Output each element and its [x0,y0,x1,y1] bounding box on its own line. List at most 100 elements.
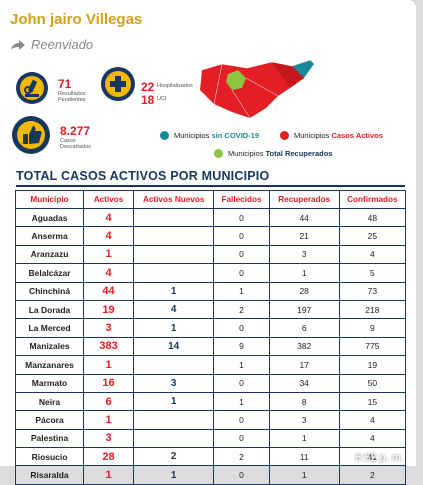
recuperados-cell: 197 [268,299,340,320]
confirmados-cell: 4 [338,244,407,265]
table-header-row: Municipio Activos Activos Nuevos Falleci… [14,190,407,209]
confirmados-cell: 4 [338,428,407,449]
confirmados-cell: 73 [338,281,407,301]
confirmados-cell: 41 [338,447,407,467]
activos-cell: 1 [83,355,134,375]
municipio-cell: La Merced [14,318,85,338]
nuevos-cell [132,263,215,283]
legend-dot-red [280,131,289,140]
municipio-cell: Marmato [14,373,85,393]
nuevos-cell: 14 [132,336,215,357]
hospitalized-value: 22 [141,80,155,94]
municipio-cell: Aguadas [14,207,85,228]
nuevos-cell [132,355,215,375]
recuperados-cell: 1 [268,263,340,283]
municipio-cell: Belalcázar [14,263,85,283]
table-row: Pácora 1 0 3 4 [14,410,407,430]
confirmados-cell: 2 [338,465,407,485]
table-row: Neira 6 1 1 8 15 [14,391,407,412]
table-row: Riosucio 28 2 2 11 41 [14,447,407,467]
fallecidos-cell: 1 [213,281,270,301]
municipio-cell: Riosucio [14,447,85,467]
activos-cell: 3 [83,428,134,449]
table-row: Anserma 4 0 21 25 [14,226,407,246]
discarded-label: Casos Descartados [60,138,91,150]
table-row: Belalcázar 4 0 1 5 [14,263,407,283]
activos-cell: 1 [83,244,134,265]
sender-name[interactable]: John jairo Villegas [10,11,143,28]
forward-arrow-icon [11,39,25,50]
fallecidos-cell: 1 [213,391,270,412]
recuperados-cell: 8 [268,391,340,412]
col-activos-nuevos: Activos Nuevos [132,190,215,209]
nuevos-cell: 1 [132,465,215,485]
activos-cell: 3 [83,318,134,338]
activos-cell: 28 [83,447,134,467]
activos-cell: 1 [83,410,134,430]
cases-table: Municipio Activos Activos Nuevos Falleci… [14,190,407,485]
infographic-image[interactable]: 71 Resultados Pendientes 22 Hospitalizado… [0,58,416,466]
fallecidos-cell: 0 [213,410,270,430]
municipio-cell: Chinchiná [14,281,85,301]
recuperados-cell: 28 [268,281,340,301]
confirmados-cell: 5 [338,263,407,283]
table-title: TOTAL CASOS ACTIVOS POR MUNICIPIO [16,169,270,183]
nuevos-cell [132,428,215,449]
title-underline [16,185,405,187]
fallecidos-cell: 0 [213,318,270,338]
table-row: Manizales 383 14 9 382 775 [14,336,407,357]
forwarded-indicator: Reenviado [10,37,93,52]
municipio-cell: La Dorada [14,299,85,320]
table-row: Chinchiná 44 1 1 28 73 [14,281,407,301]
discarded-value: 8.277 [60,124,91,138]
municipio-cell: Palestina [14,428,85,449]
activos-cell: 16 [83,373,134,393]
icu-label: UCI [157,96,167,102]
confirmados-cell: 19 [338,355,407,375]
pending-results-value: 71 [58,77,72,91]
col-fallecidos: Fallecidos [213,190,270,209]
municipio-cell: Manzanares [14,355,85,375]
nuevos-cell: 1 [132,391,215,412]
fallecidos-cell: 0 [213,263,270,283]
hospital-cross-icon [101,67,135,101]
col-recuperados: Recuperados [268,190,340,209]
table-row: Palestina 3 0 1 4 [14,428,407,449]
nuevos-cell: 1 [132,281,215,301]
confirmados-cell: 15 [338,391,407,412]
fallecidos-cell: 0 [213,226,270,246]
recuperados-cell: 1 [268,465,340,485]
nuevos-cell [132,244,215,265]
nuevos-cell: 1 [132,318,215,338]
fallecidos-cell: 0 [213,207,270,228]
confirmados-cell: 48 [338,207,407,228]
thumbs-up-icon [12,116,50,154]
col-municipio: Municipio [14,190,85,209]
fallecidos-cell: 9 [213,336,270,357]
recuperados-cell: 1 [268,428,340,449]
nuevos-cell: 4 [132,299,215,320]
fallecidos-cell: 2 [213,447,270,467]
table-row: Risaralda 1 1 0 1 2 [14,465,407,485]
recuperados-cell: 11 [268,447,340,467]
table-row: La Merced 3 1 0 6 9 [14,318,407,338]
table-row: Manzanares 1 1 17 19 [14,355,407,375]
municipio-cell: Neira [14,391,85,412]
activos-cell: 4 [83,263,134,283]
recuperados-cell: 34 [268,373,340,393]
confirmados-cell: 4 [338,410,407,430]
fallecidos-cell: 0 [213,428,270,449]
col-confirmados: Confirmados [338,190,407,209]
fallecidos-cell: 0 [213,373,270,393]
legend-no-covid: Municipios sin COVID-19 [160,131,259,140]
nuevos-cell [132,410,215,430]
recuperados-cell: 21 [268,226,340,246]
municipio-cell: Anserma [14,226,85,246]
confirmados-cell: 9 [338,318,407,338]
confirmados-cell: 775 [338,336,407,357]
fallecidos-cell: 1 [213,355,270,375]
recuperados-cell: 3 [268,244,340,265]
activos-cell: 44 [83,281,134,301]
nuevos-cell [132,226,215,246]
